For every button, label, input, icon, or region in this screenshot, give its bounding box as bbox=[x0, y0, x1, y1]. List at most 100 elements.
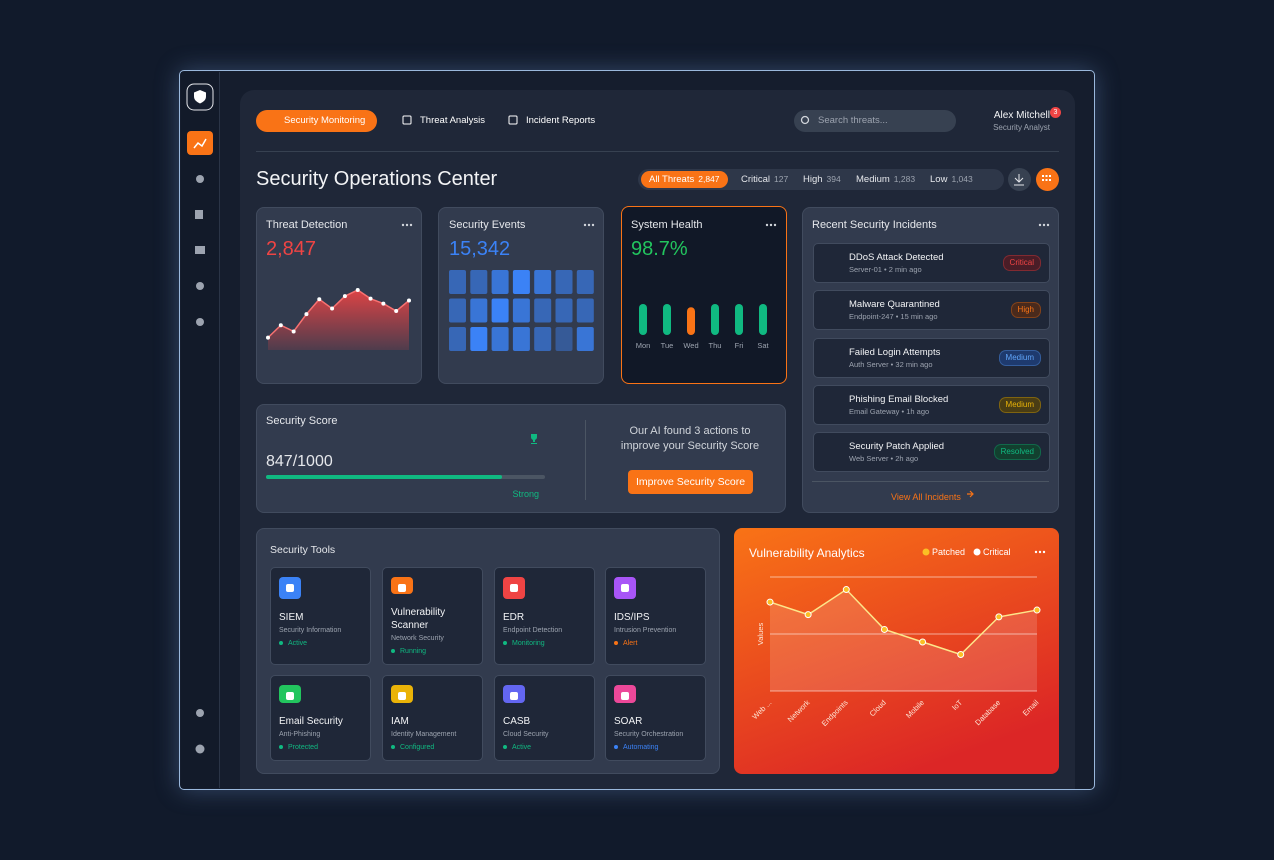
heatmap-cell bbox=[491, 327, 509, 351]
tool-glyph bbox=[286, 584, 294, 592]
nav-icon[interactable] bbox=[195, 210, 203, 219]
severity-badge: High bbox=[1010, 302, 1041, 319]
tab-icon bbox=[508, 115, 518, 125]
incident-title: DDoS Attack Detected bbox=[849, 252, 944, 263]
nav-tab[interactable]: Security Monitoring bbox=[256, 110, 378, 132]
heatmap-cell bbox=[512, 298, 530, 323]
y-axis-label: Values bbox=[756, 623, 765, 646]
nav-icon[interactable] bbox=[196, 175, 204, 183]
incident-item[interactable]: Phishing Email Blocked Email Gateway • 1h… bbox=[813, 384, 1050, 425]
tool-card[interactable]: Email Security Anti-Phishing Protected bbox=[270, 675, 371, 761]
incident-meta: Endpoint-247 • 15 min ago bbox=[849, 312, 938, 322]
heatmap-cell bbox=[555, 298, 573, 323]
tool-desc: Anti-Phishing bbox=[279, 731, 321, 738]
day-label: Thu bbox=[709, 341, 722, 350]
tool-icon bbox=[391, 577, 413, 594]
improve-button[interactable]: Improve Security Score bbox=[628, 470, 753, 494]
incident-item[interactable]: DDoS Attack Detected Server-01 • 2 min ag… bbox=[813, 243, 1050, 283]
nav-icon[interactable] bbox=[196, 318, 204, 326]
filter-pill[interactable]: All Threats 2,847 bbox=[641, 171, 728, 188]
legend-label: Critical bbox=[983, 547, 1011, 557]
search-placeholder: Search threats... bbox=[818, 115, 888, 126]
incident-title: Phishing Email Blocked bbox=[849, 393, 949, 405]
heatmap-cell bbox=[576, 327, 594, 351]
tool-card[interactable]: EDR Endpoint Detection Monitoring bbox=[494, 567, 595, 665]
trend-point bbox=[342, 294, 347, 299]
nav-icon[interactable] bbox=[195, 246, 205, 254]
vulnerability-card bbox=[734, 528, 1059, 774]
tool-glyph bbox=[510, 692, 518, 700]
notification-badge[interactable]: 3 bbox=[1050, 107, 1061, 118]
incident-title: Failed Login Attempts bbox=[849, 346, 941, 358]
more-icon bbox=[1042, 550, 1046, 554]
trend-area bbox=[268, 290, 409, 350]
more-icon bbox=[769, 223, 773, 227]
security-score-card bbox=[256, 404, 786, 513]
filter-pill[interactable]: Low 1,043 bbox=[923, 171, 980, 188]
nav-tab[interactable]: Incident Reports bbox=[498, 110, 607, 132]
day-label: Sat bbox=[757, 341, 769, 350]
nav-icon[interactable] bbox=[195, 744, 205, 754]
tool-glyph bbox=[621, 584, 629, 592]
tool-card[interactable]: IDS/IPS Intrusion Prevention Alert bbox=[605, 567, 706, 665]
tool-status: Active bbox=[503, 744, 586, 751]
heatmap-cell bbox=[449, 270, 466, 294]
incident-title: Security Patch Applied bbox=[849, 441, 945, 453]
nav-tab[interactable]: Threat Analysis bbox=[392, 110, 497, 132]
tool-card[interactable]: Vulnerability Scanner Network Security Run… bbox=[382, 567, 483, 665]
trophy-icon bbox=[531, 434, 537, 444]
status-dot bbox=[614, 745, 618, 750]
tab-label: Incident Reports bbox=[526, 115, 596, 126]
heatmap-cell bbox=[449, 327, 466, 351]
heatmap-cell bbox=[470, 327, 488, 351]
more-icon bbox=[591, 223, 595, 227]
incident-item[interactable]: Malware Quarantined Endpoint-247 • 15 min… bbox=[813, 290, 1050, 331]
trend-point bbox=[355, 288, 360, 292]
filter-pill[interactable]: Critical 127 bbox=[734, 171, 795, 188]
nav-active[interactable] bbox=[187, 131, 213, 155]
incident-title: Malware Quarantined bbox=[849, 299, 940, 311]
tool-icon bbox=[503, 685, 525, 703]
more-icon bbox=[583, 223, 587, 227]
status-label: Protected bbox=[288, 744, 318, 751]
filter-pill[interactable]: High 394 bbox=[796, 171, 848, 188]
nav-icon[interactable] bbox=[196, 282, 204, 290]
tool-icon bbox=[614, 577, 636, 599]
filter-pill[interactable]: Medium 1,283 bbox=[849, 171, 922, 188]
more-icon bbox=[1042, 223, 1046, 227]
view-all-link[interactable]: View All Incidents bbox=[891, 492, 961, 502]
security-events-card bbox=[438, 207, 604, 384]
tool-icon bbox=[503, 577, 525, 599]
trend-point bbox=[394, 309, 399, 314]
x-tick-label: Email bbox=[1021, 698, 1041, 718]
x-tick-label: Cloud bbox=[868, 698, 888, 718]
tool-card[interactable]: SOAR Security Orchestration Automating bbox=[605, 675, 706, 761]
more-icon bbox=[773, 223, 777, 227]
tool-status: Alert bbox=[614, 640, 697, 647]
tool-card[interactable]: SIEM Security Information Active bbox=[270, 567, 371, 665]
score-fill bbox=[266, 475, 503, 479]
tool-glyph bbox=[510, 584, 518, 592]
status-label: Active bbox=[512, 744, 532, 751]
heatmap-cell bbox=[555, 270, 573, 294]
tool-icon bbox=[391, 685, 413, 703]
tool-status: Configured bbox=[391, 744, 474, 751]
search-box[interactable] bbox=[794, 110, 956, 132]
card-title: Threat Detection bbox=[266, 219, 348, 231]
tool-card[interactable]: IAM Identity Management Configured bbox=[382, 675, 483, 761]
heatmap-cell bbox=[555, 327, 573, 351]
status-dot bbox=[503, 745, 507, 750]
trend-point bbox=[291, 329, 296, 334]
legend-dot bbox=[922, 548, 930, 556]
card-title: System Health bbox=[631, 219, 703, 231]
status-label: Active bbox=[288, 640, 308, 647]
tool-card[interactable]: CASB Cloud Security Active bbox=[494, 675, 595, 761]
incident-item[interactable]: Security Patch Applied Web Server • 2h ag… bbox=[813, 432, 1050, 473]
incident-item[interactable]: Failed Login Attempts Auth Server • 32 mi… bbox=[813, 337, 1050, 378]
divider bbox=[256, 151, 1059, 152]
card-value: 15,342 bbox=[449, 238, 511, 260]
heatmap-cell bbox=[534, 270, 552, 294]
tool-desc: Identity Management bbox=[391, 731, 457, 738]
nav-icon[interactable] bbox=[196, 709, 204, 717]
line bbox=[769, 588, 1038, 656]
